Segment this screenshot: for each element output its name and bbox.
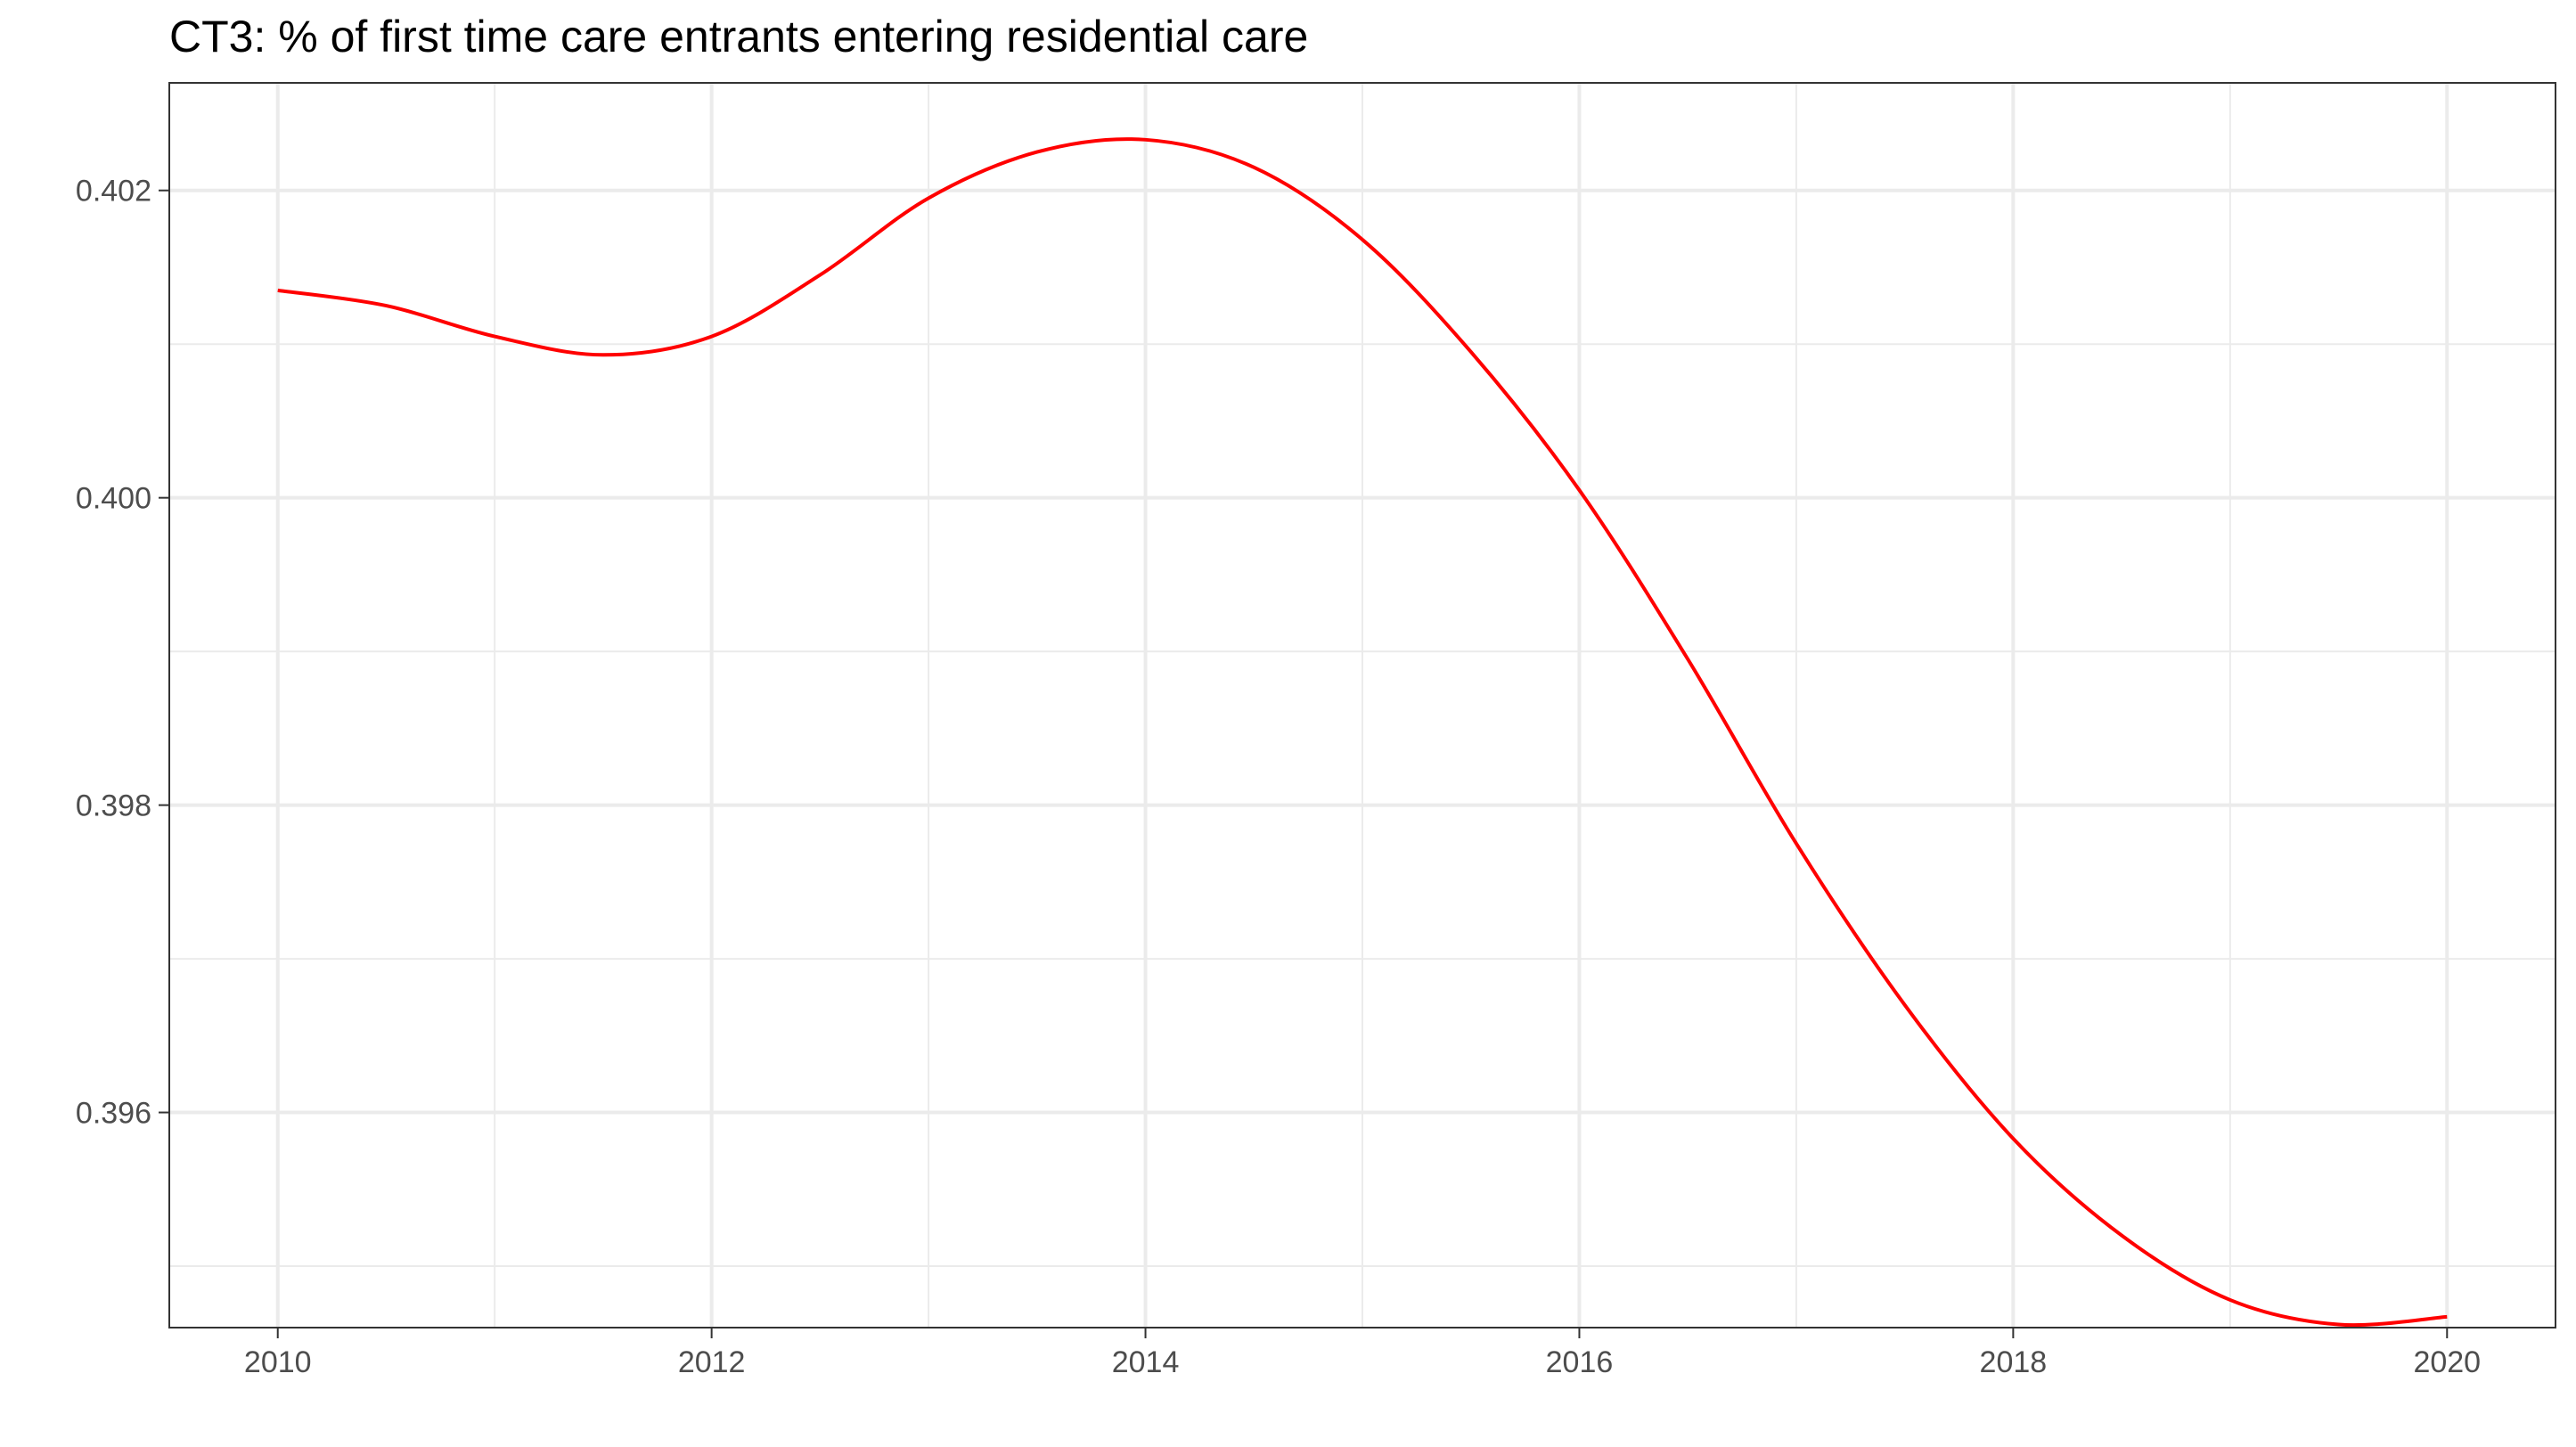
y-axis: 0.396 0.398 0.400 0.402	[76, 175, 169, 1131]
panel-border	[168, 82, 2556, 1328]
y-tick-label: 0.398	[76, 789, 151, 823]
y-tick-label: 0.396	[76, 1097, 151, 1131]
x-tick-label: 2012	[678, 1345, 746, 1379]
major-gridlines	[169, 83, 2556, 1328]
x-tick-label: 2010	[244, 1345, 312, 1379]
minor-gridlines	[169, 83, 2556, 1328]
y-tick-label: 0.400	[76, 482, 151, 516]
x-tick-label: 2020	[2413, 1345, 2481, 1379]
y-tick-label: 0.402	[76, 175, 151, 208]
chart-title: CT3: % of first time care entrants enter…	[169, 12, 1309, 61]
x-tick-label: 2014	[1112, 1345, 1180, 1379]
x-axis: 2010 2012 2014 2016 2018 2020	[244, 1328, 2481, 1379]
series-layer	[277, 137, 2448, 1328]
x-tick-label: 2016	[1546, 1345, 1614, 1379]
x-tick-label: 2018	[1980, 1345, 2048, 1379]
series-line	[277, 137, 2448, 1328]
